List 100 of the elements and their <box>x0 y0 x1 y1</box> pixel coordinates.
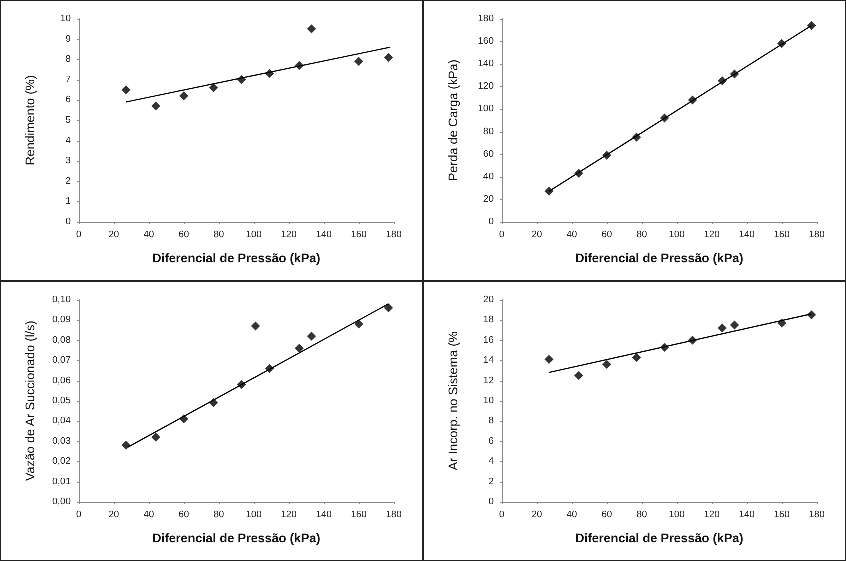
point <box>730 320 740 330</box>
point <box>384 53 394 62</box>
y-tick-label: 14 <box>483 355 494 366</box>
x-tick-label: 100 <box>246 510 262 520</box>
x-tick-label: 180 <box>386 230 402 240</box>
y-tick-label: 140 <box>478 58 494 70</box>
y-tick-label: 2 <box>66 176 71 187</box>
y-tick-label: 0,06 <box>52 375 71 386</box>
x-tick-label: 80 <box>214 230 224 240</box>
y-tick-label: 0,02 <box>52 456 71 468</box>
y-tick-label: 10 <box>60 14 71 24</box>
x-tick-label: 60 <box>602 510 612 520</box>
x-tick-label: 40 <box>144 510 154 520</box>
x-tick-label: 20 <box>532 230 542 240</box>
point <box>354 320 364 329</box>
y-tick-label: 0,07 <box>52 355 71 366</box>
y-axis-title: Vazão de Ar Succionado (l/s) <box>24 320 38 482</box>
y-tick-label: 10 <box>483 396 494 406</box>
point <box>718 324 727 333</box>
x-tick-label: 140 <box>316 510 332 520</box>
x-tick-label: 140 <box>739 510 755 520</box>
y-tick-label: 20 <box>483 294 494 306</box>
y-tick-label: 40 <box>483 171 494 182</box>
y-tick-label: 160 <box>478 36 494 48</box>
x-tick-label: 60 <box>178 230 190 240</box>
y-tick-label: 8 <box>66 54 71 66</box>
point <box>122 86 131 95</box>
x-tick-label: 60 <box>178 510 190 520</box>
point <box>544 187 554 196</box>
x-tick-label: 120 <box>704 510 720 520</box>
x-tick-label: 100 <box>246 230 262 240</box>
x-tick-label: 100 <box>669 230 685 240</box>
x-tick-label: 120 <box>281 230 297 240</box>
point <box>180 92 188 101</box>
point <box>307 332 316 341</box>
x-tick-label: 0 <box>499 230 505 240</box>
y-tick-label: 6 <box>488 436 494 447</box>
x-tick-label: 0 <box>76 510 82 520</box>
y-tick-label: 80 <box>483 126 494 138</box>
y-tick-label: 0,04 <box>52 416 71 427</box>
point <box>122 440 131 450</box>
x-tick-label: 20 <box>532 510 542 520</box>
y-tick-label: 7 <box>66 74 71 86</box>
point <box>251 322 260 331</box>
y-tick-label: 0 <box>488 496 494 508</box>
x-tick-label: 180 <box>809 510 825 520</box>
x-tick-label: 120 <box>704 230 720 240</box>
point <box>152 102 160 111</box>
y-tick-label: 8 <box>488 416 494 427</box>
y-axis-title: Rendimento (%) <box>24 75 38 166</box>
y-tick-label: 4 <box>488 456 494 468</box>
x-tick-label: 80 <box>214 510 224 520</box>
point <box>384 304 394 313</box>
y-tick-label: 20 <box>483 194 494 205</box>
x-tick-label: 20 <box>108 230 120 240</box>
x-axis-title: Diferencial de Pressão (kPa) <box>575 532 744 546</box>
y-tick-label: 0 <box>488 216 494 228</box>
x-tick-label: 60 <box>602 230 612 240</box>
x-tick-label: 40 <box>144 230 154 240</box>
y-tick-label: 6 <box>66 94 71 106</box>
y-tick-label: 1 <box>66 196 71 208</box>
x-tick-label: 180 <box>386 510 402 520</box>
x-tick-label: 20 <box>108 510 120 520</box>
y-tick-label: 0,00 <box>52 496 71 508</box>
y-tick-label: 0,03 <box>52 436 71 447</box>
x-tick-label: 40 <box>566 230 578 240</box>
y-tick-label: 60 <box>483 148 494 160</box>
y-tick-label: 0,10 <box>52 294 71 306</box>
y-tick-label: 0,08 <box>52 334 71 346</box>
y-axis-title: Perda de Carga (kPa) <box>446 60 460 182</box>
y-tick-label: 0,01 <box>52 476 71 488</box>
x-tick-label: 80 <box>636 230 648 240</box>
x-tick-label: 180 <box>809 230 825 240</box>
x-tick-label: 100 <box>669 510 685 520</box>
x-tick-label: 40 <box>566 510 578 520</box>
x-tick-label: 160 <box>774 510 790 520</box>
x-tick-label: 160 <box>351 230 367 240</box>
y-tick-label: 0,09 <box>52 314 71 326</box>
y-tick-label: 5 <box>66 115 71 126</box>
x-axis-title: Diferencial de Pressão (kPa) <box>575 252 744 266</box>
point <box>574 371 584 380</box>
y-tick-label: 120 <box>478 81 494 92</box>
x-tick-label: 0 <box>499 510 505 520</box>
y-tick-label: 0,05 <box>52 396 71 406</box>
y-tick-label: 0 <box>66 216 71 228</box>
x-tick-label: 140 <box>739 230 755 240</box>
point <box>209 84 218 93</box>
y-tick-label: 3 <box>66 156 71 167</box>
y-tick-label: 18 <box>483 314 494 326</box>
point <box>807 21 816 30</box>
y-tick-label: 9 <box>66 34 71 45</box>
point <box>632 353 642 362</box>
x-tick-label: 120 <box>281 510 297 520</box>
point <box>354 57 364 66</box>
x-tick-label: 160 <box>774 230 790 240</box>
x-axis-title: Diferencial de Pressão (kPa) <box>152 532 321 546</box>
y-axis-title: Ar Incorp. no Sistema (% <box>446 332 460 470</box>
y-tick-label: 2 <box>488 476 494 488</box>
x-tick-label: 80 <box>636 510 648 520</box>
point <box>544 355 554 364</box>
